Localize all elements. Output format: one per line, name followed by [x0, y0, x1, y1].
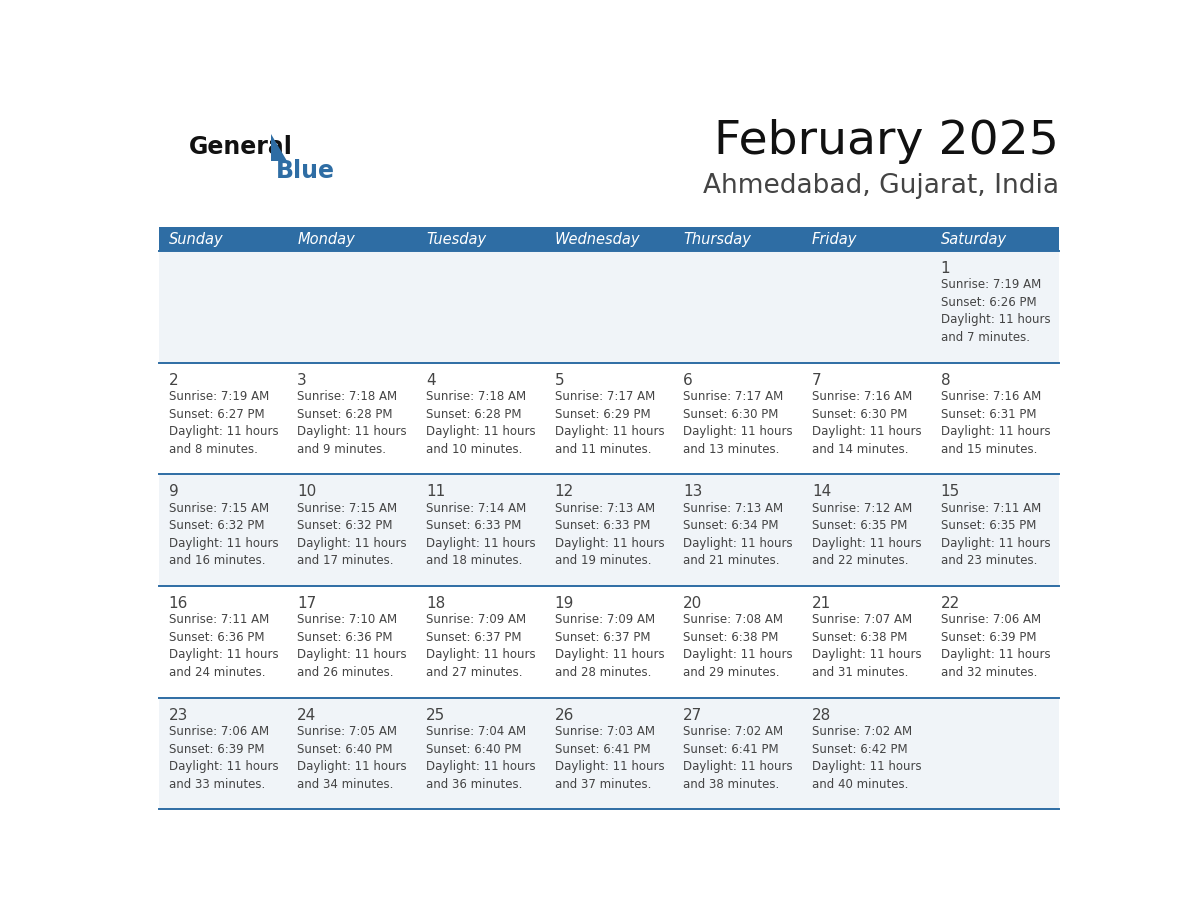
Text: 26: 26: [555, 708, 574, 722]
Text: 6: 6: [683, 373, 693, 387]
Bar: [158, 475, 1060, 586]
Text: 23: 23: [169, 708, 188, 722]
Text: Sunrise: 7:08 AM
Sunset: 6:38 PM
Daylight: 11 hours
and 29 minutes.: Sunrise: 7:08 AM Sunset: 6:38 PM Dayligh…: [683, 613, 792, 678]
Text: 20: 20: [683, 596, 702, 611]
Bar: [544, 227, 674, 251]
Text: 8: 8: [941, 373, 950, 387]
Text: 15: 15: [941, 485, 960, 499]
Text: 19: 19: [555, 596, 574, 611]
Text: Sunrise: 7:19 AM
Sunset: 6:27 PM
Daylight: 11 hours
and 8 minutes.: Sunrise: 7:19 AM Sunset: 6:27 PM Dayligh…: [169, 390, 278, 455]
Text: Sunrise: 7:15 AM
Sunset: 6:32 PM
Daylight: 11 hours
and 17 minutes.: Sunrise: 7:15 AM Sunset: 6:32 PM Dayligh…: [297, 502, 407, 567]
Bar: [674, 227, 802, 251]
Bar: [158, 251, 1060, 363]
Text: Wednesday: Wednesday: [555, 231, 640, 247]
Bar: [416, 227, 544, 251]
Text: Sunday: Sunday: [169, 231, 223, 247]
Text: Sunrise: 7:09 AM
Sunset: 6:37 PM
Daylight: 11 hours
and 27 minutes.: Sunrise: 7:09 AM Sunset: 6:37 PM Dayligh…: [426, 613, 536, 678]
Text: Monday: Monday: [297, 231, 355, 247]
Text: 12: 12: [555, 485, 574, 499]
Text: Sunrise: 7:02 AM
Sunset: 6:41 PM
Daylight: 11 hours
and 38 minutes.: Sunrise: 7:02 AM Sunset: 6:41 PM Dayligh…: [683, 725, 792, 790]
Text: 10: 10: [297, 485, 316, 499]
Text: 24: 24: [297, 708, 316, 722]
Bar: [287, 227, 416, 251]
Text: Sunrise: 7:17 AM
Sunset: 6:29 PM
Daylight: 11 hours
and 11 minutes.: Sunrise: 7:17 AM Sunset: 6:29 PM Dayligh…: [555, 390, 664, 455]
Text: Sunrise: 7:03 AM
Sunset: 6:41 PM
Daylight: 11 hours
and 37 minutes.: Sunrise: 7:03 AM Sunset: 6:41 PM Dayligh…: [555, 725, 664, 790]
Text: Sunrise: 7:06 AM
Sunset: 6:39 PM
Daylight: 11 hours
and 33 minutes.: Sunrise: 7:06 AM Sunset: 6:39 PM Dayligh…: [169, 725, 278, 790]
Text: General: General: [189, 135, 292, 159]
Text: 5: 5: [555, 373, 564, 387]
Text: Sunrise: 7:12 AM
Sunset: 6:35 PM
Daylight: 11 hours
and 22 minutes.: Sunrise: 7:12 AM Sunset: 6:35 PM Dayligh…: [811, 502, 922, 567]
Text: 9: 9: [169, 485, 178, 499]
Text: Sunrise: 7:14 AM
Sunset: 6:33 PM
Daylight: 11 hours
and 18 minutes.: Sunrise: 7:14 AM Sunset: 6:33 PM Dayligh…: [426, 502, 536, 567]
Text: 7: 7: [811, 373, 822, 387]
Bar: [158, 227, 287, 251]
Text: Ahmedabad, Gujarat, India: Ahmedabad, Gujarat, India: [703, 174, 1060, 199]
Text: 16: 16: [169, 596, 188, 611]
Text: Sunrise: 7:06 AM
Sunset: 6:39 PM
Daylight: 11 hours
and 32 minutes.: Sunrise: 7:06 AM Sunset: 6:39 PM Dayligh…: [941, 613, 1050, 678]
Text: Sunrise: 7:07 AM
Sunset: 6:38 PM
Daylight: 11 hours
and 31 minutes.: Sunrise: 7:07 AM Sunset: 6:38 PM Dayligh…: [811, 613, 922, 678]
Text: 14: 14: [811, 485, 832, 499]
Bar: [930, 227, 1060, 251]
Text: 4: 4: [426, 373, 436, 387]
Text: 22: 22: [941, 596, 960, 611]
Text: 2: 2: [169, 373, 178, 387]
Bar: [158, 363, 1060, 475]
Text: 11: 11: [426, 485, 446, 499]
Text: Sunrise: 7:13 AM
Sunset: 6:34 PM
Daylight: 11 hours
and 21 minutes.: Sunrise: 7:13 AM Sunset: 6:34 PM Dayligh…: [683, 502, 792, 567]
Text: Blue: Blue: [277, 159, 335, 183]
Text: Sunrise: 7:16 AM
Sunset: 6:30 PM
Daylight: 11 hours
and 14 minutes.: Sunrise: 7:16 AM Sunset: 6:30 PM Dayligh…: [811, 390, 922, 455]
Text: 18: 18: [426, 596, 446, 611]
Text: Sunrise: 7:11 AM
Sunset: 6:36 PM
Daylight: 11 hours
and 24 minutes.: Sunrise: 7:11 AM Sunset: 6:36 PM Dayligh…: [169, 613, 278, 678]
Text: Thursday: Thursday: [683, 231, 751, 247]
Text: 17: 17: [297, 596, 316, 611]
Text: Sunrise: 7:18 AM
Sunset: 6:28 PM
Daylight: 11 hours
and 9 minutes.: Sunrise: 7:18 AM Sunset: 6:28 PM Dayligh…: [297, 390, 407, 455]
Text: Sunrise: 7:18 AM
Sunset: 6:28 PM
Daylight: 11 hours
and 10 minutes.: Sunrise: 7:18 AM Sunset: 6:28 PM Dayligh…: [426, 390, 536, 455]
Text: 28: 28: [811, 708, 832, 722]
Text: Sunrise: 7:13 AM
Sunset: 6:33 PM
Daylight: 11 hours
and 19 minutes.: Sunrise: 7:13 AM Sunset: 6:33 PM Dayligh…: [555, 502, 664, 567]
Text: Sunrise: 7:02 AM
Sunset: 6:42 PM
Daylight: 11 hours
and 40 minutes.: Sunrise: 7:02 AM Sunset: 6:42 PM Dayligh…: [811, 725, 922, 790]
Bar: [158, 586, 1060, 698]
Text: Sunrise: 7:15 AM
Sunset: 6:32 PM
Daylight: 11 hours
and 16 minutes.: Sunrise: 7:15 AM Sunset: 6:32 PM Dayligh…: [169, 502, 278, 567]
Text: 13: 13: [683, 485, 702, 499]
Text: Sunrise: 7:11 AM
Sunset: 6:35 PM
Daylight: 11 hours
and 23 minutes.: Sunrise: 7:11 AM Sunset: 6:35 PM Dayligh…: [941, 502, 1050, 567]
Bar: [158, 698, 1060, 810]
Text: Friday: Friday: [811, 231, 858, 247]
Text: 21: 21: [811, 596, 832, 611]
Text: Sunrise: 7:04 AM
Sunset: 6:40 PM
Daylight: 11 hours
and 36 minutes.: Sunrise: 7:04 AM Sunset: 6:40 PM Dayligh…: [426, 725, 536, 790]
Text: 1: 1: [941, 261, 950, 276]
Text: Sunrise: 7:09 AM
Sunset: 6:37 PM
Daylight: 11 hours
and 28 minutes.: Sunrise: 7:09 AM Sunset: 6:37 PM Dayligh…: [555, 613, 664, 678]
Text: Sunrise: 7:17 AM
Sunset: 6:30 PM
Daylight: 11 hours
and 13 minutes.: Sunrise: 7:17 AM Sunset: 6:30 PM Dayligh…: [683, 390, 792, 455]
Text: February 2025: February 2025: [714, 119, 1060, 164]
Polygon shape: [271, 134, 287, 161]
Text: Sunrise: 7:10 AM
Sunset: 6:36 PM
Daylight: 11 hours
and 26 minutes.: Sunrise: 7:10 AM Sunset: 6:36 PM Dayligh…: [297, 613, 407, 678]
Text: 3: 3: [297, 373, 307, 387]
Text: Sunrise: 7:19 AM
Sunset: 6:26 PM
Daylight: 11 hours
and 7 minutes.: Sunrise: 7:19 AM Sunset: 6:26 PM Dayligh…: [941, 278, 1050, 344]
Text: Saturday: Saturday: [941, 231, 1006, 247]
Text: Sunrise: 7:05 AM
Sunset: 6:40 PM
Daylight: 11 hours
and 34 minutes.: Sunrise: 7:05 AM Sunset: 6:40 PM Dayligh…: [297, 725, 407, 790]
Text: Tuesday: Tuesday: [426, 231, 486, 247]
Text: Sunrise: 7:16 AM
Sunset: 6:31 PM
Daylight: 11 hours
and 15 minutes.: Sunrise: 7:16 AM Sunset: 6:31 PM Dayligh…: [941, 390, 1050, 455]
Text: 25: 25: [426, 708, 446, 722]
Bar: [802, 227, 930, 251]
Text: 27: 27: [683, 708, 702, 722]
